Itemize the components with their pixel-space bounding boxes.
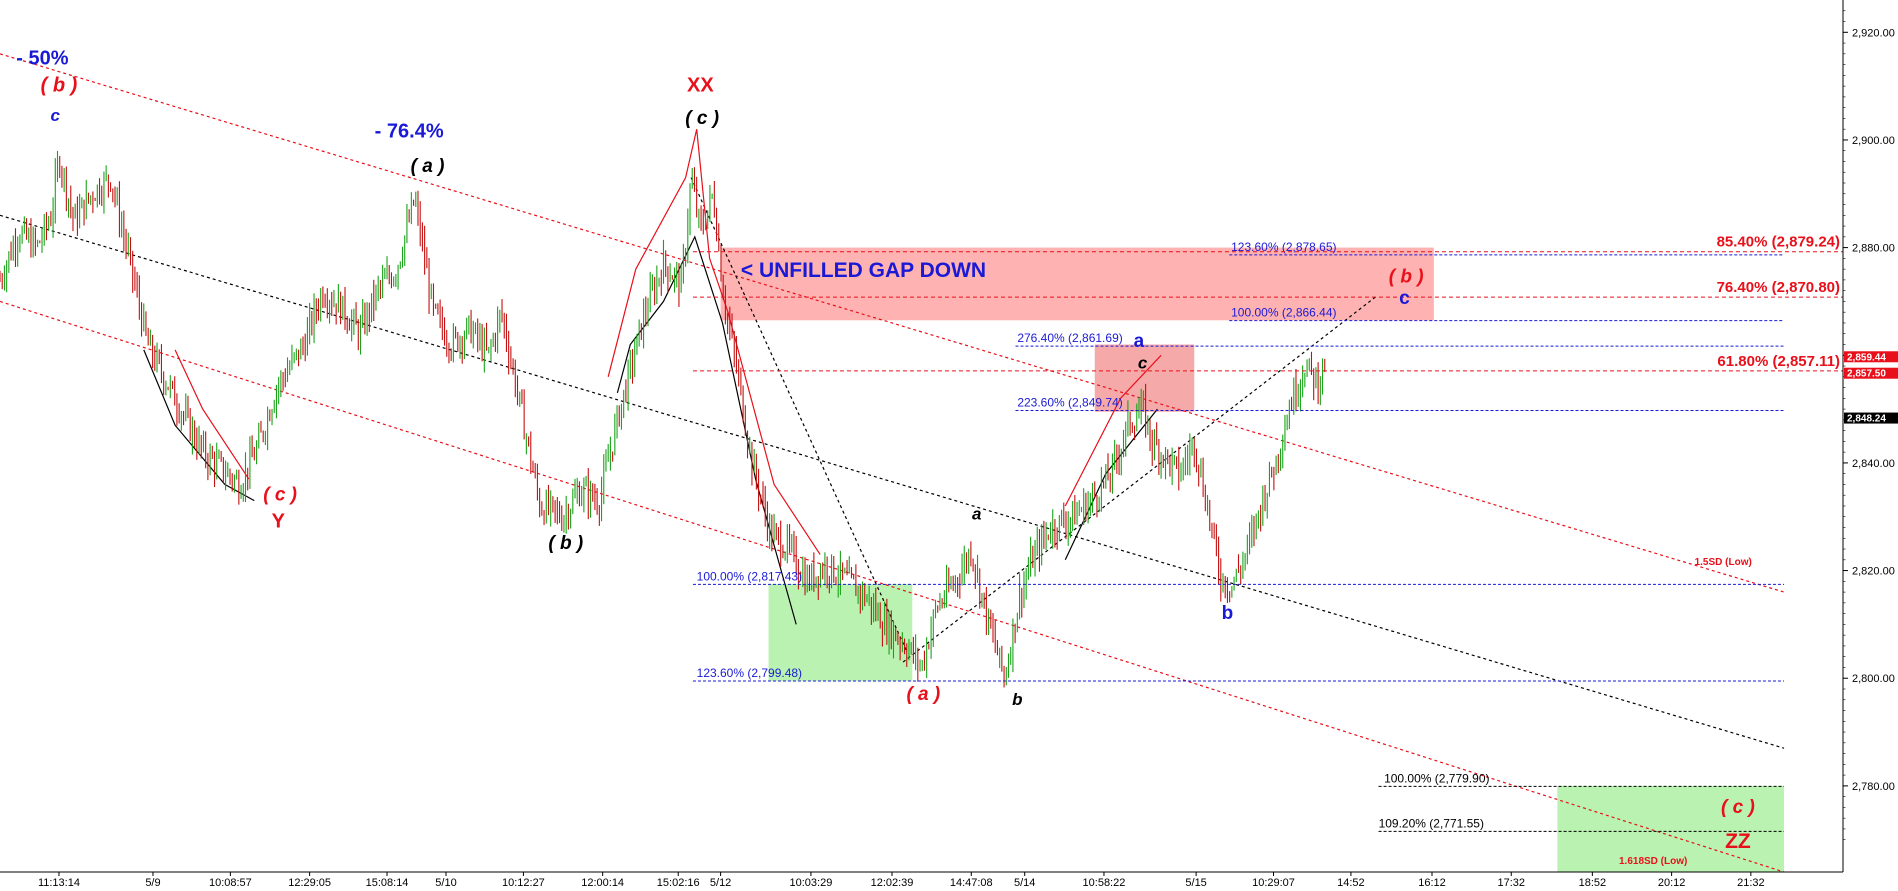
wave-line-1 bbox=[174, 349, 250, 480]
red-fib-label-2: 61.80% (2,857.11) bbox=[1717, 353, 1840, 370]
x-tick-label: 5/15 bbox=[1185, 877, 1206, 889]
support-zone bbox=[768, 584, 913, 681]
y-tick-label: 2,800.00 bbox=[1852, 673, 1895, 685]
fib-label-7: 109.20% (2,771.55) bbox=[1379, 816, 1484, 830]
wave-line-0 bbox=[143, 349, 255, 502]
annotation-0: - 50% bbox=[16, 48, 68, 70]
x-tick-label: 10:58:22 bbox=[1083, 877, 1126, 889]
wave-line-3 bbox=[616, 235, 797, 625]
x-tick-label: 12:29:05 bbox=[288, 877, 331, 889]
price-tag-label: 2,848.24 bbox=[1847, 414, 1886, 425]
fib-label-3: 223.60% (2,849.74) bbox=[1017, 395, 1122, 409]
x-tick-label: 18:52 bbox=[1579, 877, 1607, 889]
x-tick-label: 15:02:16 bbox=[657, 877, 700, 889]
price-tag-label: 2,857.50 bbox=[1847, 369, 1886, 380]
annotation-17: ( b ) bbox=[1389, 267, 1424, 288]
zones-layer bbox=[720, 247, 1785, 872]
annotation-3: - 76.4% bbox=[375, 120, 444, 142]
annotation-19: ( c ) bbox=[1721, 797, 1755, 818]
unfilled-gap-zone bbox=[720, 247, 1434, 321]
x-tick-label: 11:13:14 bbox=[38, 877, 80, 889]
y-tick-label: 2,880.00 bbox=[1852, 243, 1895, 255]
y-tick-label: 2,920.00 bbox=[1852, 27, 1895, 39]
dashed-projection-1 bbox=[690, 177, 908, 652]
annotation-14: a bbox=[1134, 331, 1145, 352]
annotation-9: ( b ) bbox=[548, 533, 583, 554]
x-tick-label: 5/12 bbox=[710, 877, 731, 889]
x-tick-label: 17:32 bbox=[1497, 877, 1525, 889]
annotations-layer: - 50%( b )c- 76.4%( a )XX( c )( c )Y( b … bbox=[16, 48, 1755, 867]
lines-layer bbox=[0, 53, 1785, 873]
fib-label-1: 100.00% (2,866.44) bbox=[1231, 306, 1336, 320]
upper-red-channel bbox=[0, 53, 1785, 593]
wave-line-5 bbox=[1064, 408, 1158, 561]
fib-label-6: 100.00% (2,779.90) bbox=[1384, 771, 1489, 785]
x-tick-label: 15:08:14 bbox=[366, 877, 409, 889]
dashed-projection-2 bbox=[902, 295, 1378, 663]
price-tag-bg bbox=[1844, 412, 1898, 424]
red-fib-label-1: 76.40% (2,870.80) bbox=[1717, 279, 1840, 296]
fib-label-0: 123.60% (2,878.65) bbox=[1231, 240, 1336, 254]
price-tag-label: 2,859.44 bbox=[1847, 352, 1886, 363]
y-tick-label: 2,900.00 bbox=[1852, 135, 1895, 147]
annotation-20: ZZ bbox=[1725, 830, 1751, 853]
x-tick-label: 10:08:57 bbox=[209, 877, 252, 889]
x-tick-label: 20:12 bbox=[1658, 877, 1686, 889]
x-tick-label: 14:47:08 bbox=[950, 877, 993, 889]
x-tick-label: 12:02:39 bbox=[871, 877, 914, 889]
annotation-8: Y bbox=[272, 511, 286, 533]
annotation-13: b bbox=[1012, 690, 1022, 709]
annotation-12: ( a ) bbox=[906, 684, 940, 705]
y-tick-label: 2,780.00 bbox=[1852, 781, 1895, 793]
fib-label-5: 123.60% (2,799.48) bbox=[697, 666, 802, 680]
price-series bbox=[0, 150, 1326, 688]
x-tick-label: 16:12 bbox=[1418, 877, 1446, 889]
price-tag-bg bbox=[1844, 351, 1898, 363]
x-tick-label: 10:29:07 bbox=[1252, 877, 1295, 889]
x-tick-label: 5/14 bbox=[1014, 877, 1035, 889]
x-tick-label: 14:52 bbox=[1337, 877, 1365, 889]
annotation-5: XX bbox=[687, 75, 714, 97]
annotation-15: c bbox=[1138, 354, 1148, 373]
annotation-21: 1.5SD (Low) bbox=[1695, 557, 1752, 568]
red-fib-label-0: 85.40% (2,879.24) bbox=[1717, 234, 1840, 251]
annotation-1: ( b ) bbox=[41, 75, 78, 97]
annotation-16: b bbox=[1222, 603, 1234, 624]
target-b-zone bbox=[1094, 344, 1195, 412]
lower-red-channel bbox=[0, 300, 1785, 873]
x-tick-label: 5/10 bbox=[435, 877, 456, 889]
fib-label-4: 100.00% (2,817.43) bbox=[697, 569, 802, 583]
y-tick-label: 2,820.00 bbox=[1852, 566, 1895, 578]
target-c-zone bbox=[1557, 785, 1785, 872]
annotation-2: c bbox=[51, 106, 61, 125]
wave-line-4 bbox=[1064, 354, 1162, 507]
x-tick-label: 21:32 bbox=[1737, 877, 1765, 889]
fib-levels-layer: 123.60% (2,878.65) 100.00% (2,866.44) 276.… bbox=[692, 234, 1843, 832]
annotation-11: a bbox=[972, 504, 981, 523]
annotation-4: ( a ) bbox=[411, 156, 445, 177]
annotation-10: < UNFILLED GAP DOWN bbox=[741, 259, 986, 282]
annotation-7: ( c ) bbox=[263, 485, 297, 506]
x-tick-label: 10:03:29 bbox=[790, 877, 833, 889]
x-tick-label: 10:12:27 bbox=[502, 877, 545, 889]
fib-label-2: 276.40% (2,861.69) bbox=[1017, 331, 1122, 345]
wave-line-2 bbox=[607, 129, 821, 555]
annotation-6: ( c ) bbox=[685, 108, 719, 129]
middle-black-channel bbox=[0, 214, 1785, 749]
annotation-22: 1.618SD (Low) bbox=[1619, 856, 1687, 867]
x-tick-label: 5/9 bbox=[145, 877, 160, 889]
annotation-18: c bbox=[1399, 288, 1410, 309]
price-tag-bg bbox=[1844, 367, 1898, 379]
x-tick-label: 12:00:14 bbox=[581, 877, 624, 889]
y-tick-label: 2,840.00 bbox=[1852, 458, 1895, 470]
